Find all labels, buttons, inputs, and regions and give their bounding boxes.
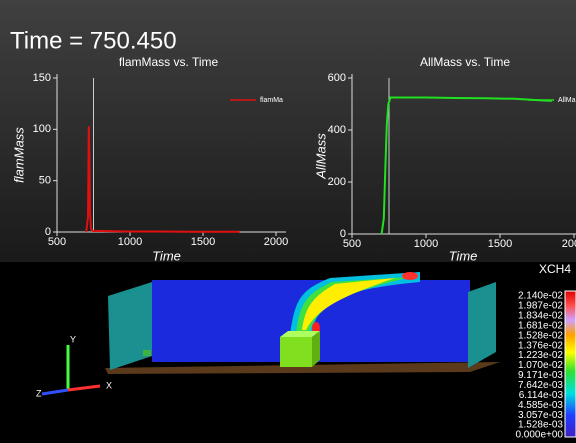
y-tick-label: 150 [33, 72, 51, 84]
colorbar-label: 9.171e-03 [518, 370, 563, 381]
colorbar-label: 1.834e-02 [518, 310, 563, 321]
x-tick-label: 2000 [264, 236, 288, 248]
y-tick-label: 600 [328, 72, 346, 84]
plume [302, 278, 395, 330]
cube-top [280, 331, 320, 337]
cube [280, 337, 312, 367]
triad-y-label: Y [70, 334, 76, 344]
left-wall [108, 282, 152, 370]
colorbar-label: 4.585e-03 [518, 400, 563, 411]
x-tick-label: 2000 [562, 238, 576, 250]
y-tick-label: 0 [45, 226, 51, 238]
x-axis-label: Time [449, 248, 478, 263]
colorbar [564, 290, 576, 438]
cube-side [312, 331, 320, 367]
colorbar-title: XCH4 [539, 262, 571, 276]
y-tick-label: 400 [328, 124, 346, 136]
colorbar-label: 1.528e-03 [518, 420, 563, 431]
floor [105, 362, 500, 374]
series-line [85, 126, 240, 233]
x-tick-label: 1000 [118, 236, 142, 248]
colorbar-label: 1.681e-02 [518, 320, 563, 331]
colorbar-label: 1.223e-02 [518, 350, 563, 361]
inlet [143, 350, 151, 356]
legend-label: flamMa [260, 97, 283, 104]
y-tick-label: 100 [33, 123, 51, 135]
triad-z [41, 388, 69, 396]
plume [402, 272, 418, 280]
x-tick-label: 1500 [191, 236, 215, 248]
right-wall [468, 282, 496, 368]
colorbar-label: 1.376e-02 [518, 340, 563, 351]
chart-background [0, 0, 576, 262]
y-tick-label: 200 [328, 176, 346, 188]
colorbar-label: 3.057e-03 [518, 410, 563, 421]
y-axis-label: flamMass [11, 127, 26, 183]
series-line [380, 96, 552, 235]
x-tick-label: 500 [343, 238, 361, 250]
x-tick-label: 500 [48, 236, 66, 248]
legend-label: AllMa [558, 97, 576, 104]
triad-x [67, 384, 101, 392]
y-tick-label: 0 [340, 228, 346, 240]
colorbar-label: 2.140e-02 [518, 291, 563, 302]
colorbar-label: 1.070e-02 [518, 360, 563, 371]
colorbar-label: 0.000e+00 [515, 430, 563, 441]
chart-title: AllMass vs. Time [420, 55, 510, 69]
y-axis-label: AllMass [313, 133, 328, 180]
colorbar-label: 6.114e-03 [519, 390, 564, 401]
triad-x-label: X [106, 380, 112, 390]
colorbar-label: 1.987e-02 [518, 301, 563, 312]
colorbar-label: 7.642e-03 [518, 380, 563, 391]
x-tick-label: 1000 [414, 238, 438, 250]
x-tick-label: 1500 [488, 238, 512, 250]
y-tick-label: 50 [39, 175, 51, 187]
time-text: Time = 750.450 [10, 27, 177, 54]
render-scene: Y X Z [36, 272, 500, 398]
chart-title: flamMass vs. Time [119, 55, 219, 69]
x-axis-label: Time [152, 248, 181, 263]
triad-z-label: Z [36, 388, 42, 398]
colorbar-label: 1.528e-02 [518, 330, 563, 341]
